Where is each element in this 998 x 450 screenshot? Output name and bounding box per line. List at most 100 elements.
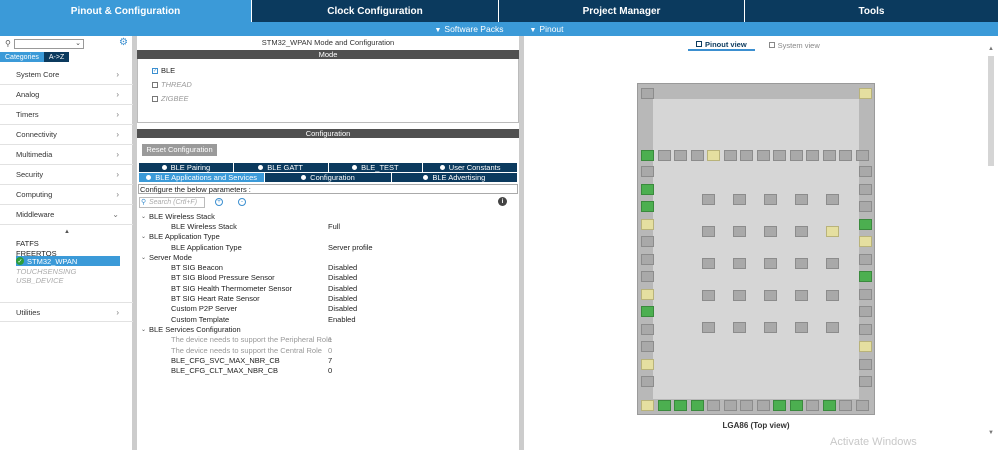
- pin[interactable]: [641, 358, 654, 370]
- mode-checkbox-thread[interactable]: THREAD: [152, 80, 192, 89]
- pin[interactable]: [806, 150, 819, 161]
- tree-row-ble-application-type[interactable]: BLE Application Type Server profile: [137, 242, 519, 252]
- pin[interactable]: [657, 400, 671, 411]
- pin[interactable]: [641, 288, 654, 300]
- expand-all-icon[interactable]: +: [215, 198, 223, 206]
- pin[interactable]: [641, 253, 654, 265]
- pin[interactable]: [859, 218, 872, 230]
- pin[interactable]: [733, 194, 746, 205]
- pin[interactable]: [826, 194, 839, 205]
- scrollbar-thumb[interactable]: [988, 56, 994, 166]
- pin[interactable]: [690, 150, 704, 161]
- pin[interactable]: [702, 258, 715, 269]
- pin[interactable]: [859, 183, 872, 195]
- pin[interactable]: [859, 376, 872, 387]
- sort-up-icon[interactable]: ▲: [64, 229, 70, 235]
- category-timers[interactable]: Timers ›: [0, 105, 133, 125]
- pin[interactable]: [641, 323, 654, 335]
- pin[interactable]: [795, 322, 808, 333]
- tab-pinout-view[interactable]: Pinout view: [688, 39, 755, 51]
- pin[interactable]: [764, 290, 777, 301]
- pin[interactable]: [702, 226, 715, 237]
- category-search-select[interactable]: ⌄: [14, 39, 84, 49]
- category-connectivity[interactable]: Connectivity ›: [0, 125, 133, 145]
- middleware-item-usb-device[interactable]: USB_DEVICE: [16, 275, 64, 285]
- pin[interactable]: [733, 290, 746, 301]
- pin[interactable]: [674, 400, 687, 411]
- tree-row-custom-template[interactable]: Custom Template Enabled: [137, 314, 519, 324]
- pin[interactable]: [764, 194, 777, 205]
- pin[interactable]: [764, 322, 777, 333]
- category-utilities[interactable]: Utilities ›: [0, 302, 133, 322]
- pin[interactable]: [690, 400, 704, 411]
- pin[interactable]: [641, 236, 654, 247]
- pin[interactable]: [764, 226, 777, 237]
- pin[interactable]: [859, 306, 872, 317]
- pin[interactable]: [826, 290, 839, 301]
- middleware-item-freertos[interactable]: FREERTOS: [16, 248, 57, 258]
- tab-system-view[interactable]: System view: [761, 39, 828, 51]
- pin[interactable]: [795, 226, 808, 237]
- collapse-all-icon[interactable]: -: [238, 198, 246, 206]
- pin[interactable]: [733, 258, 746, 269]
- category-middleware[interactable]: Middleware ⌄: [0, 205, 133, 225]
- tab-ble-gatt[interactable]: BLE GATT: [233, 163, 329, 172]
- pin[interactable]: [859, 201, 872, 212]
- pin[interactable]: [641, 400, 654, 411]
- tab-categories[interactable]: Categories: [0, 52, 44, 62]
- pin[interactable]: [822, 400, 836, 411]
- pin[interactable]: [839, 150, 852, 161]
- pin[interactable]: [795, 194, 808, 205]
- mode-checkbox-ble[interactable]: ✓ BLE: [152, 66, 175, 75]
- pin[interactable]: [641, 341, 654, 352]
- pin[interactable]: [855, 400, 869, 411]
- pin[interactable]: [773, 150, 786, 161]
- tree-row-bt-sig-health-thermometer[interactable]: BT SIG Health Thermometer Sensor Disabled: [137, 283, 519, 293]
- splitter-right[interactable]: [519, 36, 524, 450]
- category-analog[interactable]: Analog ›: [0, 85, 133, 105]
- pin[interactable]: [641, 183, 654, 195]
- tree-row-clt-max-nbr-cb[interactable]: BLE_CFG_CLT_MAX_NBR_CB 0: [137, 365, 519, 375]
- tab-ble-advertising[interactable]: BLE Advertising: [391, 173, 517, 182]
- pin[interactable]: [789, 400, 803, 411]
- pin[interactable]: [764, 258, 777, 269]
- pin[interactable]: [740, 400, 753, 411]
- pin[interactable]: [855, 150, 869, 161]
- pin[interactable]: [826, 322, 839, 333]
- category-security[interactable]: Security ›: [0, 165, 133, 185]
- tab-pinout-configuration[interactable]: Pinout & Configuration: [0, 0, 252, 22]
- reset-configuration-button[interactable]: Reset Configuration: [142, 144, 217, 156]
- pin[interactable]: [859, 358, 872, 370]
- pin[interactable]: [723, 400, 737, 411]
- middleware-item-stm32-wpan[interactable]: ✓ STM32_WPAN: [16, 256, 120, 266]
- tab-tools[interactable]: Tools: [745, 0, 998, 22]
- category-computing[interactable]: Computing ›: [0, 185, 133, 205]
- pin[interactable]: [773, 400, 786, 411]
- pin[interactable]: [657, 150, 671, 161]
- tab-user-constants[interactable]: User Constants: [423, 163, 517, 172]
- pin[interactable]: [702, 194, 715, 205]
- info-icon[interactable]: i: [498, 197, 507, 206]
- pin[interactable]: [702, 290, 715, 301]
- tab-project-manager[interactable]: Project Manager: [499, 0, 745, 22]
- pin[interactable]: [674, 150, 687, 161]
- chip-package[interactable]: [637, 83, 875, 415]
- tree-group-ble-wireless-stack[interactable]: ⌄ BLE Wireless Stack: [137, 211, 519, 221]
- pin[interactable]: [826, 258, 839, 269]
- pin[interactable]: [859, 323, 872, 335]
- gear-icon[interactable]: ⚙: [119, 37, 128, 48]
- pin[interactable]: [641, 150, 654, 161]
- pin[interactable]: [641, 166, 654, 177]
- pinout-menu[interactable]: ▼ Pinout: [529, 24, 563, 34]
- mode-checkbox-zigbee[interactable]: ZIGBEE: [152, 94, 189, 103]
- tree-group-ble-services-configuration[interactable]: ⌄ BLE Services Configuration: [137, 324, 519, 334]
- pin[interactable]: [822, 150, 836, 161]
- tab-ble-pairing[interactable]: BLE Pairing: [139, 163, 234, 172]
- pin[interactable]: [859, 271, 872, 282]
- pin[interactable]: [859, 341, 872, 352]
- pin[interactable]: [733, 226, 746, 237]
- pin[interactable]: [733, 322, 746, 333]
- tree-row-bt-sig-beacon[interactable]: BT SIG Beacon Disabled: [137, 262, 519, 272]
- pin[interactable]: [756, 150, 770, 161]
- pin[interactable]: [740, 150, 753, 161]
